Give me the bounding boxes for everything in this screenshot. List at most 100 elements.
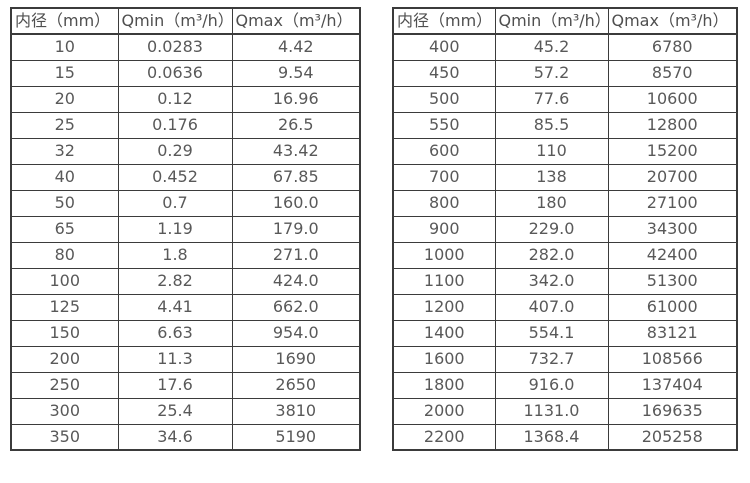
table-row: 40 0.452 67.85 (10, 163, 361, 191)
table-cell: 3810 (231, 397, 361, 425)
table-cell: 80 (10, 241, 119, 269)
table-row: 550 85.5 12800 (392, 111, 738, 139)
table-cell: 43.42 (231, 137, 361, 165)
table-cell: 15 (10, 59, 119, 87)
table-cell: 61000 (607, 293, 738, 321)
column-header: Qmin（m³/h） (117, 7, 233, 35)
table-cell: 1600 (392, 345, 496, 373)
table-cell: 42400 (607, 241, 738, 269)
table-cell: 1.8 (117, 241, 233, 269)
table-row: 450 57.2 8570 (392, 59, 738, 87)
table-cell: 20700 (607, 163, 738, 191)
table-cell: 169635 (607, 397, 738, 425)
table-cell: 1131.0 (494, 397, 609, 425)
table-cell: 0.12 (117, 85, 233, 113)
table-row: 125 4.41 662.0 (10, 293, 361, 321)
header-row: 内径（mm） Qmin（m³/h） Qmax（m³/h） (392, 7, 738, 35)
table-cell: 27100 (607, 189, 738, 217)
table-row: 100 2.82 424.0 (10, 267, 361, 295)
table-row: 1200 407.0 61000 (392, 293, 738, 321)
table-cell: 424.0 (231, 267, 361, 295)
table-cell: 350 (10, 423, 119, 451)
table-cell: 916.0 (494, 371, 609, 399)
column-header: Qmin（m³/h） (494, 7, 609, 35)
table-row: 200 11.3 1690 (10, 345, 361, 373)
table-cell: 6780 (607, 33, 738, 61)
table-cell: 50 (10, 189, 119, 217)
table-cell: 5190 (231, 423, 361, 451)
table-cell: 9.54 (231, 59, 361, 87)
table-cell: 400 (392, 33, 496, 61)
table-cell: 0.29 (117, 137, 233, 165)
table-cell: 179.0 (231, 215, 361, 243)
table-row: 500 77.6 10600 (392, 85, 738, 113)
table-cell: 17.6 (117, 371, 233, 399)
column-header: 内径（mm） (392, 7, 496, 35)
table-cell: 125 (10, 293, 119, 321)
table-cell: 1690 (231, 345, 361, 373)
table-row: 300 25.4 3810 (10, 397, 361, 425)
table-row: 32 0.29 43.42 (10, 137, 361, 165)
table-cell: 900 (392, 215, 496, 243)
table-cell: 4.41 (117, 293, 233, 321)
table-cell: 550 (392, 111, 496, 139)
table-row: 2200 1368.4 205258 (392, 423, 738, 451)
table-cell: 0.7 (117, 189, 233, 217)
table-cell: 200 (10, 345, 119, 373)
table-cell: 65 (10, 215, 119, 243)
table-cell: 0.176 (117, 111, 233, 139)
table-cell: 2.82 (117, 267, 233, 295)
table-cell: 0.0636 (117, 59, 233, 87)
table-body: 400 45.2 6780 450 57.2 8570 500 77.6 10600 550 85.… (392, 33, 738, 451)
table-cell: 2650 (231, 371, 361, 399)
table-row: 900 229.0 34300 (392, 215, 738, 243)
table-row: 10 0.0283 4.42 (10, 33, 361, 61)
table-cell: 26.5 (231, 111, 361, 139)
table-cell: 25.4 (117, 397, 233, 425)
table-cell: 45.2 (494, 33, 609, 61)
table-cell: 500 (392, 85, 496, 113)
table-row: 15 0.0636 9.54 (10, 59, 361, 87)
table-row: 700 138 20700 (392, 163, 738, 191)
table-cell: 6.63 (117, 319, 233, 347)
table-cell: 110 (494, 137, 609, 165)
table-cell: 10600 (607, 85, 738, 113)
column-header: 内径（mm） (10, 7, 119, 35)
table-cell: 138 (494, 163, 609, 191)
table-cell: 732.7 (494, 345, 609, 373)
table-cell: 11.3 (117, 345, 233, 373)
table-cell: 34.6 (117, 423, 233, 451)
flow-rate-table-small-diameters: 内径（mm） Qmin（m³/h） Qmax（m³/h） 10 0.0283 4.42 1… (10, 7, 361, 451)
table-cell: 12800 (607, 111, 738, 139)
table-cell: 450 (392, 59, 496, 87)
table-cell: 83121 (607, 319, 738, 347)
table-row: 1000 282.0 42400 (392, 241, 738, 269)
table-cell: 85.5 (494, 111, 609, 139)
table-cell: 1200 (392, 293, 496, 321)
table-cell: 2200 (392, 423, 496, 451)
table-cell: 1.19 (117, 215, 233, 243)
table-cell: 100 (10, 267, 119, 295)
table-cell: 16.96 (231, 85, 361, 113)
table-cell: 282.0 (494, 241, 609, 269)
table-row: 600 110 15200 (392, 137, 738, 165)
column-header: Qmax（m³/h） (231, 7, 361, 35)
table-cell: 271.0 (231, 241, 361, 269)
table-cell: 15200 (607, 137, 738, 165)
table-cell: 150 (10, 319, 119, 347)
table-row: 250 17.6 2650 (10, 371, 361, 399)
table-cell: 20 (10, 85, 119, 113)
table-row: 400 45.2 6780 (392, 33, 738, 61)
table-row: 50 0.7 160.0 (10, 189, 361, 217)
table-cell: 1400 (392, 319, 496, 347)
table-cell: 1368.4 (494, 423, 609, 451)
table-cell: 4.42 (231, 33, 361, 61)
table-cell: 1100 (392, 267, 496, 295)
table-cell: 51300 (607, 267, 738, 295)
table-cell: 250 (10, 371, 119, 399)
table-cell: 67.85 (231, 163, 361, 191)
flow-rate-table-large-diameters: 内径（mm） Qmin（m³/h） Qmax（m³/h） 400 45.2 6780 45… (392, 7, 738, 451)
table-cell: 300 (10, 397, 119, 425)
table-row: 25 0.176 26.5 (10, 111, 361, 139)
